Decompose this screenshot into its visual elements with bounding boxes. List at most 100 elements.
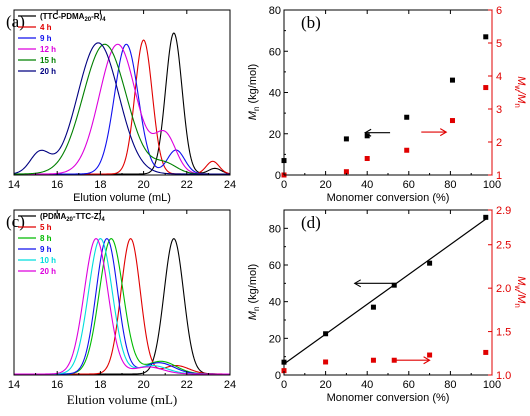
c-legend-label-1: 5 h xyxy=(40,223,52,232)
panel-b-label: (b) xyxy=(301,13,321,32)
b-ytick-right-label-3: 4 xyxy=(496,71,502,83)
a-xtick-label-2: 18 xyxy=(94,179,106,191)
panel-a-label: (a) xyxy=(6,12,25,31)
d-xtick-label-2: 40 xyxy=(361,379,373,391)
d-point-right-4 xyxy=(427,352,433,358)
b-point-right-3 xyxy=(404,147,410,153)
b-point-right-4 xyxy=(449,118,455,124)
d-point-left-3 xyxy=(391,282,397,288)
c-legend-label-4: 10 h xyxy=(40,256,56,265)
panel-b-ylabel-left: Mn (kg/mol) xyxy=(247,64,261,120)
a-legend-label-4: 15 h xyxy=(40,56,56,65)
b-point-right-5 xyxy=(483,85,489,91)
panel-b-ylabel-right-m1: M xyxy=(515,76,527,86)
b-xtick-label-3: 60 xyxy=(403,179,415,191)
panel-b-ylabel-right: Mw/Mn xyxy=(513,76,527,108)
b-point-right-2 xyxy=(364,156,370,161)
d-point-right-5 xyxy=(483,349,489,355)
d-point-right-2 xyxy=(370,357,376,363)
panel-d-conversion-chart: 0 20 40 60 80 100 0 20 40 60 80 1.0 1.5 2.0 2.5 2.9 (d)… xyxy=(247,205,527,404)
d-point-left-4 xyxy=(427,260,433,266)
panel-c-xlabel: Elution volume (mL) xyxy=(67,392,177,407)
panel-b-ylabel-left-unit: (kg/mol) xyxy=(247,64,259,107)
panel-a-xlabel: Elution volume (mL) xyxy=(73,192,171,204)
b-point-left-0 xyxy=(281,158,287,164)
d-ytick-right-label-0: 1.0 xyxy=(496,370,511,382)
panel-d-ylabel-right-m1: M xyxy=(515,276,527,286)
c-xtick-label-2: 18 xyxy=(94,379,106,391)
d-xtick-label-5: 100 xyxy=(483,379,501,391)
b-ytick-left-label-0: 0 xyxy=(275,170,281,182)
b-xtick-label-5: 100 xyxy=(483,179,501,191)
a-curve-3 xyxy=(14,43,230,175)
d-point-left-0 xyxy=(281,359,287,365)
b-xtick-label-0: 0 xyxy=(281,179,287,191)
b-point-left-3 xyxy=(404,114,410,120)
a-xtick-label-1: 16 xyxy=(51,179,63,191)
a-curve-5 xyxy=(13,42,230,175)
panel-d-frame xyxy=(283,209,493,376)
b-arrow-head-0 xyxy=(364,128,372,137)
panel-b-frame xyxy=(283,9,493,176)
d-ytick-left-label-2: 40 xyxy=(269,297,281,309)
panel-a-legend: (TTC-PDMA20-R)44 h 9 h 12 h 15 h 20 h xyxy=(18,12,106,76)
b-point-left-5 xyxy=(483,34,489,40)
panel-c-label: (c) xyxy=(6,212,25,231)
d-ytick-right-label-2: 2.0 xyxy=(496,283,511,295)
c-xtick-label-1: 16 xyxy=(51,379,63,391)
b-point-right-1 xyxy=(343,169,349,175)
a-legend-label-1: 4 h xyxy=(40,23,52,32)
b-point-left-4 xyxy=(449,77,455,83)
a-xtick-label-4: 22 xyxy=(181,179,193,191)
panel-b-ylabel-right-mid: /M xyxy=(515,90,527,104)
a-xtick-label-5: 24 xyxy=(224,179,236,191)
b-ytick-right-label-0: 1 xyxy=(496,170,502,182)
panel-b-xlabel: Monomer conversion (%) xyxy=(327,192,450,204)
d-xtick-label-1: 20 xyxy=(319,379,331,391)
panel-b-ylabel-right-sub2: n xyxy=(513,103,522,107)
b-point-left-1 xyxy=(343,136,349,142)
d-fit-line xyxy=(283,218,487,365)
b-xtick-label-1: 20 xyxy=(319,179,331,191)
c-xtick-label-4: 22 xyxy=(181,379,193,391)
b-ytick-right-label-1: 2 xyxy=(496,137,502,149)
panel-d-ylabel-left-unit: (kg/mol) xyxy=(247,264,259,307)
b-arrow-head-1 xyxy=(439,128,448,137)
a-legend-label-2: 9 h xyxy=(40,34,52,43)
c-legend-label-5: 20 h xyxy=(40,267,56,276)
c-xtick-label-0: 14 xyxy=(8,379,20,391)
b-ytick-right-label-2: 3 xyxy=(496,104,502,116)
d-point-right-1 xyxy=(323,359,329,365)
panel-b-ylabel-left-main: M xyxy=(247,110,259,120)
c-legend-label-0: (PDMA20-TTC-Z)4 xyxy=(40,212,105,223)
panel-d-label: (d) xyxy=(301,213,321,232)
panel-b-ylabel-left-sub: n xyxy=(252,107,261,111)
d-ytick-right-label-1: 1.5 xyxy=(496,327,511,339)
panel-d-ylabel-left-main: M xyxy=(247,310,259,320)
d-arrow-head-1 xyxy=(423,356,431,365)
panel-d-ylabel-right-sub1: w xyxy=(513,284,522,291)
d-xtick-label-4: 80 xyxy=(444,379,456,391)
c-legend-label-2: 8 h xyxy=(40,234,52,243)
b-ytick-left-label-2: 40 xyxy=(269,88,281,100)
d-arrow-head-0 xyxy=(353,279,361,288)
d-xtick-label-3: 60 xyxy=(403,379,415,391)
b-xtick-label-2: 40 xyxy=(361,179,373,191)
panel-a-gpc-chart: 14 16 18 20 22 24 (a) Elution volume (mL) (TT… xyxy=(6,9,236,204)
d-ytick-left-label-1: 20 xyxy=(269,333,281,345)
panel-d-ylabel-right: Mw/Mn xyxy=(513,276,527,308)
c-legend-label-3: 9 h xyxy=(40,245,52,254)
b-point-left-2 xyxy=(364,133,370,139)
c-xtick-label-3: 20 xyxy=(137,379,149,391)
d-ytick-right-label-4: 2.9 xyxy=(496,205,511,217)
a-legend-label-5: 20 h xyxy=(40,67,56,76)
d-xtick-label-0: 0 xyxy=(281,379,287,391)
b-ytick-left-label-3: 60 xyxy=(269,46,281,58)
d-point-left-2 xyxy=(370,304,376,310)
d-ytick-left-label-0: 0 xyxy=(275,370,281,382)
d-ytick-left-label-3: 60 xyxy=(269,260,281,272)
b-ytick-right-label-5: 6 xyxy=(496,5,502,17)
panel-d-ylabel-right-mid: /M xyxy=(515,290,527,304)
b-ytick-left-label-1: 20 xyxy=(269,129,281,141)
